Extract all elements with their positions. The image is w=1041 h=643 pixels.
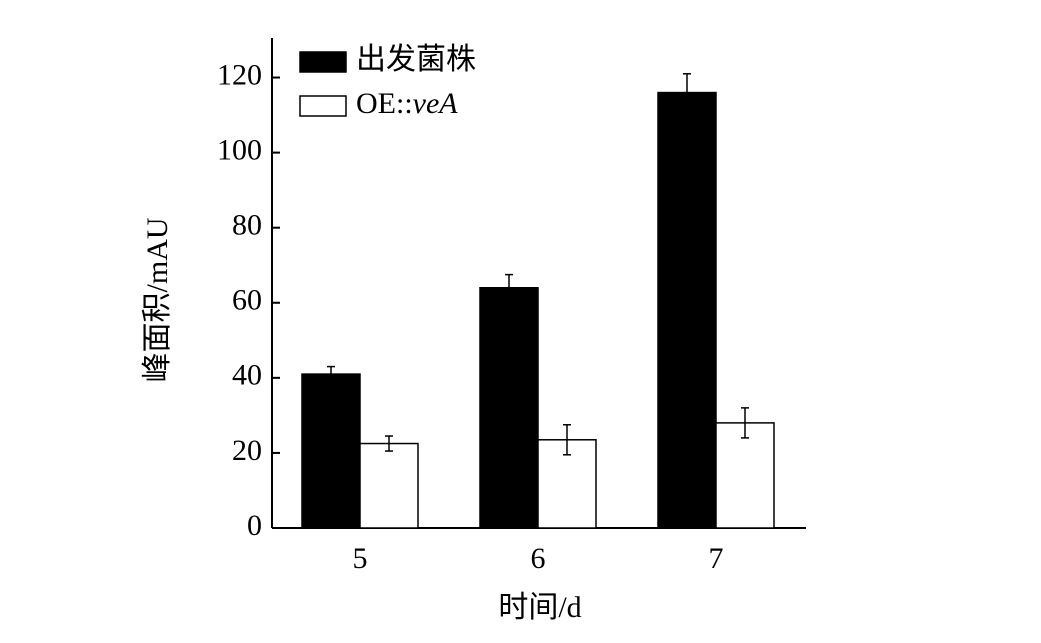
bar xyxy=(359,442,419,529)
y-tick-label: 40 xyxy=(232,359,262,392)
y-tick-label: 100 xyxy=(217,134,262,167)
legend-label: OE::veA xyxy=(356,87,458,120)
error-bar xyxy=(327,365,335,383)
y-tick-label: 20 xyxy=(232,434,262,467)
error-bar xyxy=(563,424,571,456)
x-tick-label: 7 xyxy=(709,542,724,575)
bar xyxy=(715,422,775,529)
error-bar xyxy=(505,273,513,302)
y-tick-label: 80 xyxy=(232,209,262,242)
bar xyxy=(479,287,539,529)
x-tick-label: 5 xyxy=(353,542,368,575)
y-tick-label: 120 xyxy=(217,58,262,91)
legend-label: 出发菌株 xyxy=(356,43,476,76)
error-bar xyxy=(385,435,393,452)
error-bar xyxy=(683,73,691,113)
bar xyxy=(301,373,361,529)
y-tick-label: 0 xyxy=(247,509,262,542)
legend-swatch xyxy=(299,51,347,73)
x-axis-label: 时间/d xyxy=(498,591,581,624)
legend-swatch xyxy=(299,95,347,117)
x-tick-label: 6 xyxy=(531,542,546,575)
bar xyxy=(657,91,717,529)
error-bar xyxy=(741,407,749,439)
y-tick-label: 60 xyxy=(232,284,262,317)
y-axis-label: 峰面积/mAU xyxy=(141,217,174,382)
